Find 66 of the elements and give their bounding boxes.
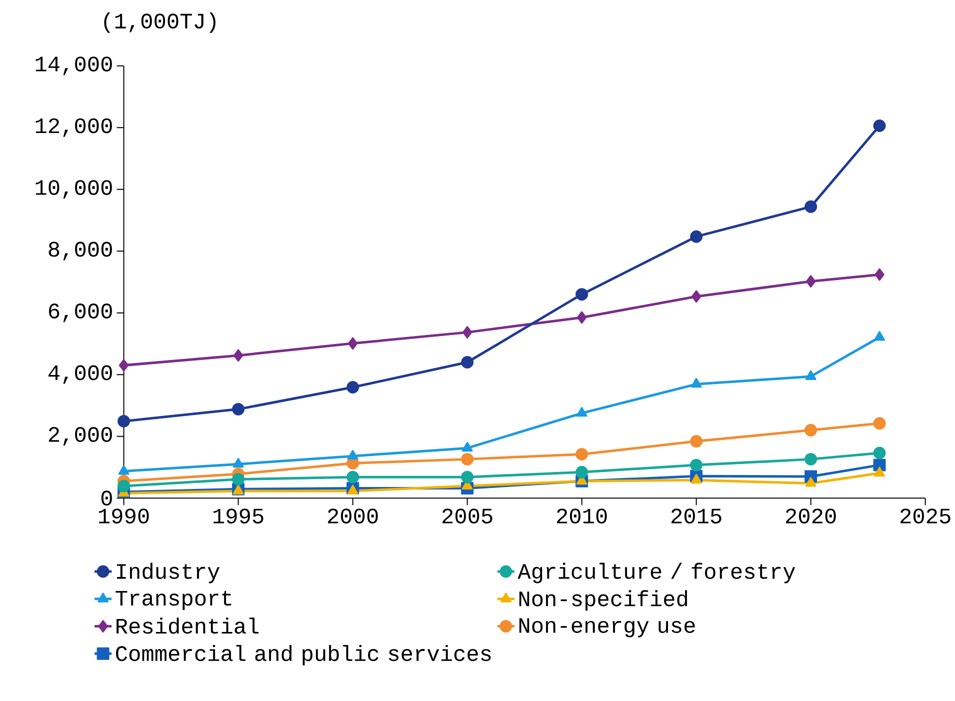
point [873,120,886,132]
x-tick-label: 2025 [900,508,950,524]
point [118,359,129,372]
point [461,453,474,466]
point [804,453,818,466]
x-tick-label: 2020 [786,508,836,524]
point [690,474,702,484]
x-tick-label: 2005 [442,508,492,524]
point [461,356,474,369]
point [461,471,474,484]
point [347,484,358,495]
point [805,477,816,487]
point [232,473,245,486]
point [873,446,886,460]
y-tick-label: 8,000 [48,242,112,261]
legend-label: Non-specified [519,590,688,611]
point [118,465,130,475]
point [804,424,818,437]
point [576,466,588,479]
point [690,230,703,243]
point [874,331,886,341]
legend-label: Residential [116,618,259,634]
point [690,435,703,448]
x-tick-label: 1990 [99,508,149,524]
y-tick-label: 10,000 [36,180,112,199]
point [873,458,886,472]
point [347,450,358,460]
point [232,458,244,468]
x-tick-label: 1995 [214,508,264,524]
point [348,337,358,350]
y-tick-label: 12,000 [36,118,112,138]
y-tick-label: 4,000 [48,365,112,384]
legend-label: Non-energy use [519,618,695,638]
point [576,407,588,417]
point [805,370,816,380]
point [232,403,245,416]
point [346,381,360,394]
y-tick-label: 2,000 [48,427,112,446]
point [874,466,886,477]
y-tick-label: 0 [101,490,112,506]
point [576,311,587,324]
legend-label: Commercial and public services [116,645,491,666]
point [690,458,703,472]
legend-label: Industry [117,562,220,584]
x-tick-label: 2000 [328,508,378,524]
point [804,200,818,214]
point [576,448,588,461]
point [118,415,130,428]
y-tick-label: 14,000 [36,56,112,76]
point [806,275,816,288]
point [690,378,702,388]
point [462,442,473,452]
point [873,417,886,430]
legend-label: Agriculture / forestry [518,562,796,584]
point [233,349,244,362]
y-tick-label: 6,000 [49,304,112,322]
point [118,480,130,492]
x-tick-label: 2010 [556,508,607,524]
legend-label: Transport [116,590,232,610]
point [462,326,472,339]
point [874,268,884,281]
point [346,471,360,484]
y-axis-title: (1,000TJ) [104,12,216,34]
point [691,290,702,303]
x-tick-label: 2015 [672,508,722,524]
point [576,288,588,301]
